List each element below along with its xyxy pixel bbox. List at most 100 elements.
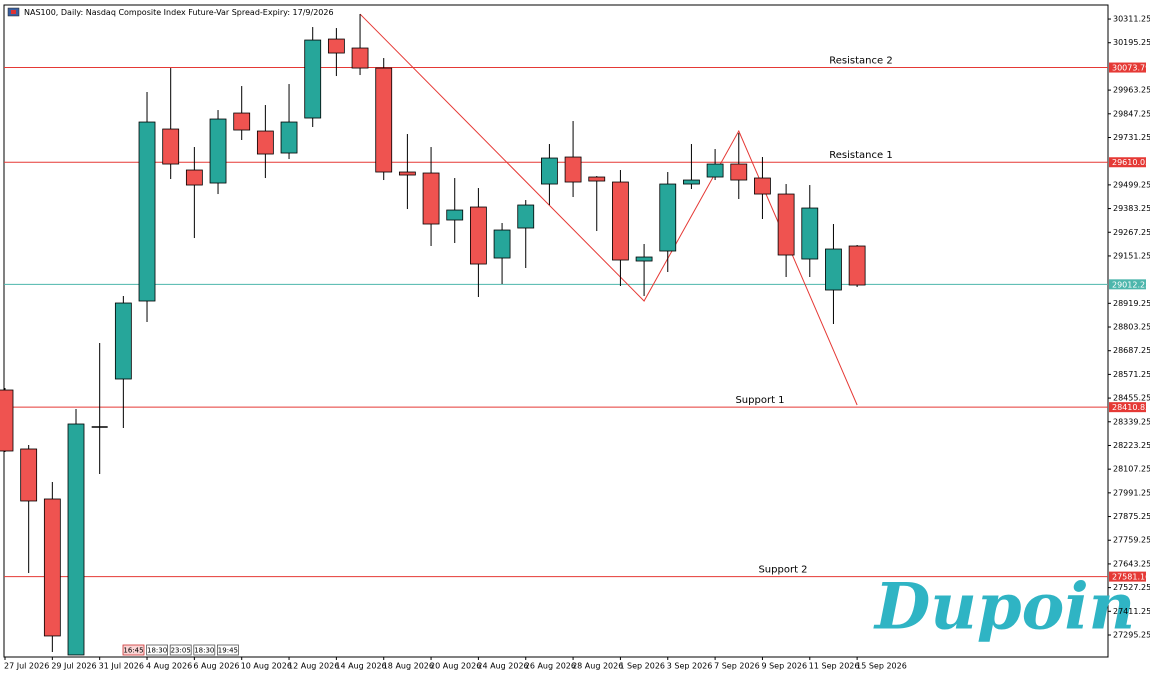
x-tick-label: 27 Jul 2026: [4, 662, 49, 671]
candle-body: [280, 121, 298, 154]
y-tick-label: 28339.25: [1113, 417, 1150, 426]
x-tick-label: 18 Aug 2026: [383, 662, 434, 671]
y-tick-label: 28571.25: [1113, 370, 1150, 379]
x-tick-label: 6 Aug 2026: [193, 662, 239, 671]
time-box-label: 23:05: [171, 647, 191, 655]
x-tick-label: 3 Sep 2026: [667, 662, 713, 671]
y-tick-label: 27991.25: [1113, 488, 1150, 497]
y-tick-label: 29151.25: [1113, 251, 1150, 260]
y-tick-label: 28223.25: [1113, 441, 1150, 450]
candle-body: [422, 172, 440, 225]
line-label: Resistance 1: [829, 150, 892, 161]
price-label: 29610.05: [1112, 158, 1150, 167]
time-box: [122, 644, 145, 656]
chart-title: NAS100, Daily: Nasdaq Composite Index Fu…: [24, 8, 334, 17]
line-label: Support 1: [735, 395, 784, 406]
y-tick-label: 27759.25: [1113, 536, 1150, 545]
line-label: Support 2: [758, 565, 807, 576]
y-tick-label: 27875.25: [1113, 512, 1150, 521]
candle-body: [351, 47, 369, 69]
chart-icon: [11, 10, 16, 14]
time-box: [216, 644, 239, 656]
candle-body: [327, 38, 345, 54]
candle-body: [469, 206, 487, 265]
candle-body: [659, 183, 677, 252]
x-tick-label: 7 Sep 2026: [714, 662, 760, 671]
y-tick-label: 29267.25: [1113, 228, 1150, 237]
time-box-label: 18:30: [147, 647, 167, 655]
candle-body: [0, 389, 14, 452]
candle-body: [185, 169, 203, 186]
price-label-box: [1109, 571, 1146, 582]
candle-body: [517, 204, 535, 229]
logo: Dupoin: [873, 570, 1135, 645]
y-tick-label: 27411.25: [1113, 607, 1150, 616]
y-tick-label: 30195.25: [1113, 38, 1150, 47]
candle-body: [67, 423, 85, 656]
y-tick-label: 29731.25: [1113, 133, 1150, 142]
y-tick-label: 28919.25: [1113, 299, 1150, 308]
x-tick-label: 4 Aug 2026: [146, 662, 192, 671]
y-tick-label: 30311.25: [1113, 15, 1150, 24]
price-label: 27581.16: [1112, 573, 1150, 582]
candle-body: [256, 130, 274, 155]
candle-body: [375, 67, 393, 173]
x-tick-label: 10 Aug 2026: [241, 662, 292, 671]
x-tick-label: 12 Aug 2026: [288, 662, 339, 671]
time-box: [146, 644, 169, 656]
price-label: 30073.79: [1112, 64, 1150, 73]
candle-body: [493, 229, 511, 259]
x-tick-label: 26 Aug 2026: [525, 662, 576, 671]
candle-body: [801, 207, 819, 260]
x-tick-label: 20 Aug 2026: [430, 662, 481, 671]
candle-body: [612, 181, 629, 261]
candle-body: [43, 498, 61, 637]
candle-body: [683, 179, 700, 185]
time-box-label: 18:30: [194, 647, 214, 655]
y-tick-label: 27295.25: [1113, 630, 1150, 639]
candle-body: [304, 39, 322, 119]
y-tick-label: 28455.25: [1113, 394, 1150, 403]
candle-body: [635, 256, 653, 262]
candle-body: [848, 245, 866, 286]
candle-body: [209, 118, 227, 184]
time-box-label: 16:45: [123, 647, 143, 655]
y-tick-label: 28107.25: [1113, 465, 1150, 474]
price-label: 28410.83: [1112, 403, 1150, 412]
time-box: [193, 644, 216, 656]
x-tick-label: 28 Aug 2026: [572, 662, 623, 671]
candle-body: [754, 177, 771, 195]
line-label: Resistance 2: [829, 56, 892, 67]
candle-body: [825, 248, 842, 291]
plot-frame: [3, 4, 1109, 658]
price-label: 29012.25: [1112, 280, 1150, 289]
time-box: [169, 644, 192, 656]
x-tick-label: 15 Sep 2026: [856, 662, 907, 671]
price-label-box: [1109, 402, 1146, 413]
time-box-label: 19:45: [218, 647, 238, 655]
price-label-box: [1109, 62, 1146, 73]
candle-body: [588, 176, 606, 182]
candle-body: [138, 121, 156, 302]
y-tick-label: 27527.25: [1113, 583, 1150, 592]
candle-body: [446, 209, 464, 221]
y-tick-label: 29499.25: [1113, 180, 1150, 189]
y-tick-label: 29963.25: [1113, 86, 1150, 95]
candle-body: [706, 163, 724, 178]
candle-body: [777, 193, 795, 256]
candle-body: [162, 128, 180, 165]
y-tick-label: 28803.25: [1113, 323, 1150, 332]
trendline: [359, 13, 858, 406]
x-tick-label: 9 Sep 2026: [761, 662, 807, 671]
y-tick-label: 28687.25: [1113, 346, 1150, 355]
x-tick-label: 1 Sep 2026: [619, 662, 665, 671]
candle-body: [233, 112, 251, 131]
candle-body: [114, 302, 132, 380]
x-tick-label: 24 Aug 2026: [477, 662, 528, 671]
candle-body: [564, 156, 582, 183]
x-tick-label: 11 Sep 2026: [809, 662, 860, 671]
y-tick-label: 27643.25: [1113, 559, 1150, 568]
candle-body: [541, 157, 558, 185]
